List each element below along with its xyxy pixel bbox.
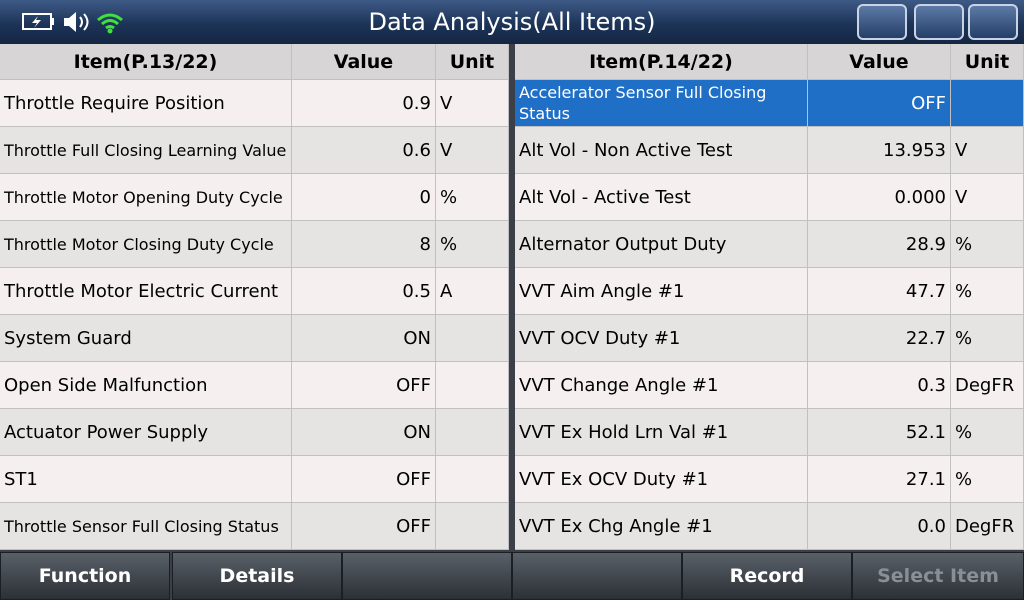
item-cell[interactable]: Alternator Output Duty bbox=[515, 221, 808, 268]
divider bbox=[509, 44, 515, 550]
item-cell[interactable]: Open Side Malfunction bbox=[0, 362, 292, 409]
item-cell[interactable]: Throttle Motor Opening Duty Cycle bbox=[0, 174, 292, 221]
unit-cell[interactable] bbox=[951, 80, 1024, 127]
value-cell[interactable]: 13.953 bbox=[808, 127, 951, 174]
empty-button bbox=[342, 552, 512, 600]
unit-cell[interactable]: % bbox=[951, 456, 1024, 503]
item-cell[interactable]: VVT Ex Chg Angle #1 bbox=[515, 503, 808, 550]
value-cell[interactable]: 52.1 bbox=[808, 409, 951, 456]
screenshot-button[interactable] bbox=[857, 4, 907, 40]
page-title: Data Analysis(All Items) bbox=[368, 8, 656, 36]
item-cell[interactable]: Throttle Motor Electric Current bbox=[0, 268, 292, 315]
item-cell[interactable]: Throttle Full Closing Learning Value bbox=[0, 127, 292, 174]
footer-button: Select Item bbox=[852, 552, 1024, 600]
column-header: Value bbox=[808, 44, 951, 80]
home-button[interactable] bbox=[968, 4, 1018, 40]
item-cell[interactable]: System Guard bbox=[0, 315, 292, 362]
column-header: Unit bbox=[436, 44, 509, 80]
item-cell[interactable]: VVT Ex Hold Lrn Val #1 bbox=[515, 409, 808, 456]
unit-cell[interactable]: DegFR bbox=[951, 362, 1024, 409]
item-cell[interactable]: Accelerator Sensor Full Closing Status bbox=[515, 80, 808, 127]
value-cell[interactable]: 47.7 bbox=[808, 268, 951, 315]
unit-cell[interactable] bbox=[436, 456, 509, 503]
value-cell[interactable]: OFF bbox=[292, 456, 436, 503]
unit-cell[interactable]: % bbox=[951, 221, 1024, 268]
column-header: Value bbox=[292, 44, 436, 80]
item-cell[interactable]: ST1 bbox=[0, 456, 292, 503]
column-header: Item(P.13/22) bbox=[0, 44, 292, 80]
value-cell[interactable]: OFF bbox=[292, 503, 436, 550]
unit-cell[interactable]: V bbox=[436, 127, 509, 174]
value-cell[interactable]: 22.7 bbox=[808, 315, 951, 362]
unit-cell[interactable]: % bbox=[436, 174, 509, 221]
unit-cell[interactable] bbox=[436, 409, 509, 456]
item-cell[interactable]: Throttle Motor Closing Duty Cycle bbox=[0, 221, 292, 268]
unit-cell[interactable]: A bbox=[436, 268, 509, 315]
item-cell[interactable]: Alt Vol - Non Active Test bbox=[515, 127, 808, 174]
value-cell[interactable]: 0.9 bbox=[292, 80, 436, 127]
column-header: Unit bbox=[951, 44, 1024, 80]
back-button[interactable] bbox=[914, 4, 964, 40]
unit-cell[interactable] bbox=[436, 503, 509, 550]
value-cell[interactable]: 27.1 bbox=[808, 456, 951, 503]
unit-cell[interactable]: % bbox=[951, 268, 1024, 315]
unit-cell[interactable] bbox=[436, 362, 509, 409]
unit-cell[interactable] bbox=[436, 315, 509, 362]
value-cell[interactable]: 8 bbox=[292, 221, 436, 268]
unit-cell[interactable]: DegFR bbox=[951, 503, 1024, 550]
item-cell[interactable]: Alt Vol - Active Test bbox=[515, 174, 808, 221]
value-cell[interactable]: 0.3 bbox=[808, 362, 951, 409]
top-bar: Data Analysis(All Items) bbox=[0, 0, 1024, 44]
value-cell[interactable]: 0.5 bbox=[292, 268, 436, 315]
item-cell[interactable]: VVT Ex OCV Duty #1 bbox=[515, 456, 808, 503]
footer-button[interactable]: Details bbox=[172, 552, 342, 600]
empty-button bbox=[512, 552, 682, 600]
value-cell[interactable]: 28.9 bbox=[808, 221, 951, 268]
unit-cell[interactable]: V bbox=[951, 127, 1024, 174]
item-cell[interactable]: VVT OCV Duty #1 bbox=[515, 315, 808, 362]
unit-cell[interactable]: % bbox=[951, 409, 1024, 456]
value-cell[interactable]: 0.0 bbox=[808, 503, 951, 550]
unit-cell[interactable]: % bbox=[436, 221, 509, 268]
item-cell[interactable]: VVT Change Angle #1 bbox=[515, 362, 808, 409]
value-cell[interactable]: ON bbox=[292, 315, 436, 362]
unit-cell[interactable]: V bbox=[951, 174, 1024, 221]
column-header: Item(P.14/22) bbox=[515, 44, 808, 80]
value-cell[interactable]: 0.000 bbox=[808, 174, 951, 221]
status-icons bbox=[22, 12, 123, 34]
value-cell[interactable]: OFF bbox=[292, 362, 436, 409]
footer-button[interactable]: Function bbox=[0, 552, 170, 600]
value-cell[interactable]: 0.6 bbox=[292, 127, 436, 174]
value-cell[interactable]: OFF bbox=[808, 80, 951, 127]
unit-cell[interactable]: % bbox=[951, 315, 1024, 362]
item-cell[interactable]: Actuator Power Supply bbox=[0, 409, 292, 456]
unit-cell[interactable]: V bbox=[436, 80, 509, 127]
value-cell[interactable]: 0 bbox=[292, 174, 436, 221]
item-cell[interactable]: VVT Aim Angle #1 bbox=[515, 268, 808, 315]
item-cell[interactable]: Throttle Sensor Full Closing Status bbox=[0, 503, 292, 550]
value-cell[interactable]: ON bbox=[292, 409, 436, 456]
item-cell[interactable]: Throttle Require Position bbox=[0, 80, 292, 127]
footer-button[interactable]: Record bbox=[682, 552, 852, 600]
